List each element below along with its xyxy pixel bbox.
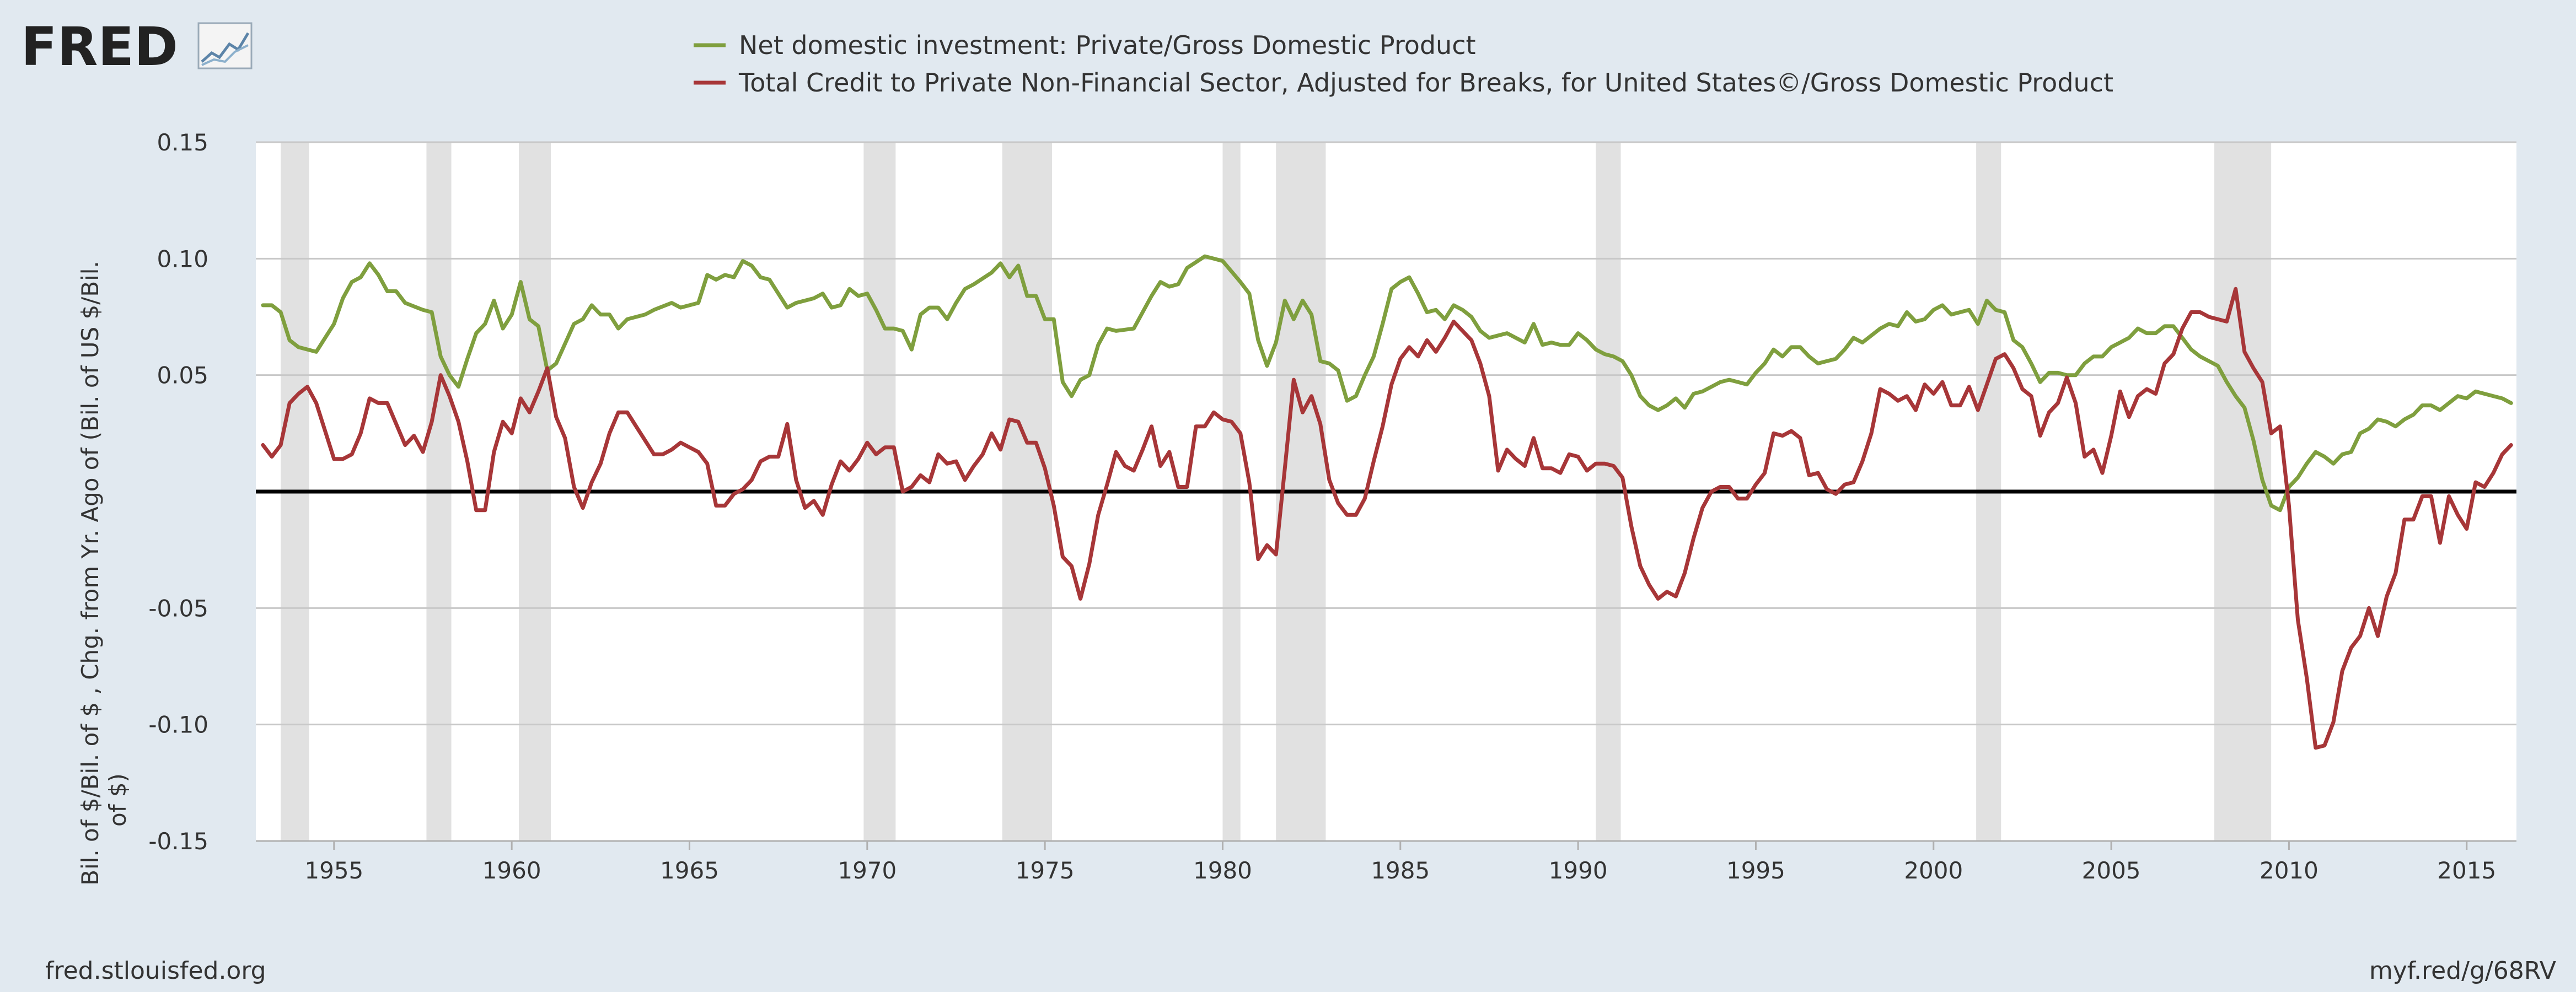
legend-item-red[interactable]: Total Credit to Private Non-Financial Se… xyxy=(694,68,2113,98)
y-tick-label: -0.15 xyxy=(148,828,208,855)
series-lines xyxy=(261,254,2513,750)
y-tick-label: 0.05 xyxy=(157,362,208,389)
y-axis-title: Bil. of $/Bil. of $ , Chg. from Yr. Ago … xyxy=(77,261,131,886)
fred-logo[interactable]: FRED xyxy=(21,16,253,78)
y-tick-label: 0.15 xyxy=(157,129,208,156)
x-tick-label: 1995 xyxy=(1726,857,1785,884)
x-tick-label: 1955 xyxy=(304,857,363,884)
x-tick-label: 2010 xyxy=(2260,857,2319,884)
series-line-net-domestic-investment xyxy=(261,254,2513,513)
x-tick-label: 1970 xyxy=(838,857,897,884)
gridlines xyxy=(256,141,2516,842)
y-tick-label: -0.10 xyxy=(148,711,208,738)
y-axis-title-line-2: of $) xyxy=(104,773,131,827)
legend: Net domestic investment: Private/Gross D… xyxy=(694,30,2113,98)
source-label[interactable]: fred.stlouisfed.org xyxy=(45,957,266,985)
x-tick-label: 1980 xyxy=(1193,857,1252,884)
legend-label-green: Net domestic investment: Private/Gross D… xyxy=(739,30,1476,60)
x-tick-label: 1965 xyxy=(660,857,719,884)
y-tick-label: 0.10 xyxy=(157,245,208,272)
x-tick-label: 2000 xyxy=(1904,857,1963,884)
y-tick-label: -0.05 xyxy=(148,595,208,622)
plot-area[interactable]: -0.15 -0.10 -0.05 0.05 0.10 0.15 1955 1960 1965… xyxy=(148,129,2516,884)
series-line-total-credit xyxy=(261,287,2513,750)
x-tick-label: 1985 xyxy=(1371,857,1430,884)
y-axis-ticks: -0.15 -0.10 -0.05 0.05 0.10 0.15 xyxy=(148,129,208,855)
x-tick-label: 1975 xyxy=(1016,857,1075,884)
short-link-label[interactable]: myf.red/g/68RV xyxy=(2369,957,2556,985)
x-tick-label: 2005 xyxy=(2082,857,2141,884)
legend-label-red: Total Credit to Private Non-Financial Se… xyxy=(738,68,2113,98)
x-axis-ticks: 1955 1960 1965 1970 1975 1980 1985 1990 1995 2000… xyxy=(304,841,2496,884)
legend-item-green[interactable]: Net domestic investment: Private/Gross D… xyxy=(694,30,1476,60)
x-tick-label: 1960 xyxy=(482,857,541,884)
logo-text: FRED xyxy=(21,16,178,78)
x-tick-label: 1990 xyxy=(1549,857,1608,884)
chart-trend-icon xyxy=(197,22,253,69)
x-tick-label: 2015 xyxy=(2437,857,2496,884)
y-axis-title-line-1: Bil. of $/Bil. of $ , Chg. from Yr. Ago … xyxy=(77,261,104,886)
